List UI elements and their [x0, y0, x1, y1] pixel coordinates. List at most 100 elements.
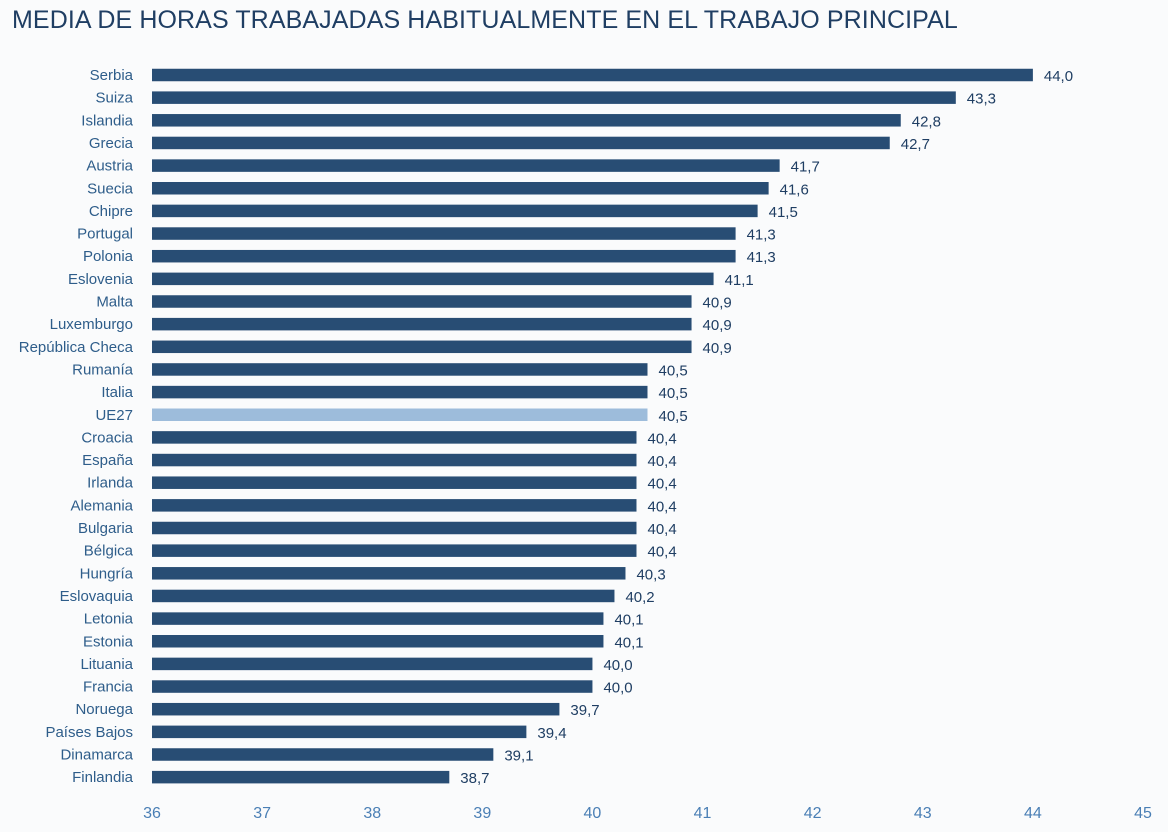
value-label: 40,3 — [636, 566, 665, 583]
x-tick-label: 39 — [473, 805, 491, 822]
value-label: 40,0 — [603, 680, 632, 697]
category-label: Italia — [101, 384, 133, 401]
category-label: Finlandia — [72, 769, 134, 786]
category-label: Eslovaquia — [60, 588, 134, 605]
category-label: España — [82, 452, 134, 469]
bar — [152, 544, 637, 557]
value-label: 40,1 — [614, 634, 643, 651]
category-label: Suiza — [95, 90, 133, 107]
category-label: Bélgica — [84, 543, 134, 560]
bar — [152, 114, 901, 127]
value-label: 42,7 — [901, 136, 930, 153]
category-label: Irlanda — [87, 475, 134, 492]
category-label: Rumanía — [72, 361, 134, 378]
bar — [152, 317, 692, 331]
x-tick-label: 45 — [1134, 805, 1152, 822]
value-label: 39,1 — [504, 748, 533, 765]
chart-title: MEDIA DE HORAS TRABAJADAS HABITUALMENTE … — [12, 6, 958, 34]
bar — [152, 363, 648, 376]
value-label: 40,9 — [703, 317, 732, 334]
bar — [152, 431, 637, 444]
value-label: 40,5 — [659, 385, 688, 402]
bar — [152, 91, 956, 104]
value-label: 41,3 — [747, 249, 776, 266]
value-label: 44,0 — [1044, 68, 1073, 85]
category-label: Noruega — [75, 701, 133, 718]
x-tick-label: 40 — [584, 805, 602, 822]
bar — [152, 295, 692, 308]
bar — [152, 249, 736, 263]
category-label: Estonia — [83, 633, 134, 650]
bar — [152, 589, 615, 603]
category-label: Luxemburgo — [50, 316, 133, 333]
category-label: Polonia — [83, 248, 134, 265]
value-label: 41,5 — [769, 204, 798, 221]
category-label: Países Bajos — [45, 724, 133, 741]
value-label: 41,3 — [747, 227, 776, 244]
bar — [152, 136, 890, 150]
bar — [152, 748, 494, 761]
category-label: Eslovenia — [68, 271, 134, 288]
value-label: 39,4 — [537, 725, 566, 742]
value-label: 41,1 — [725, 272, 754, 289]
value-label: 42,8 — [912, 113, 941, 130]
bar — [152, 204, 758, 218]
bar — [152, 680, 593, 693]
category-label: Bulgaria — [78, 520, 134, 537]
category-label: Dinamarca — [60, 747, 133, 764]
x-tick-label: 44 — [1024, 805, 1042, 822]
value-label: 40,9 — [703, 295, 732, 312]
value-label: 41,7 — [791, 159, 820, 176]
category-label: Malta — [96, 294, 133, 311]
category-label: Croacia — [81, 429, 133, 446]
category-label: Suecia — [87, 180, 134, 197]
bar — [152, 612, 604, 625]
value-label: 39,7 — [570, 702, 599, 719]
bar — [152, 770, 450, 784]
bar — [152, 385, 648, 399]
bar — [152, 182, 769, 195]
bar — [152, 635, 604, 648]
bar — [152, 340, 692, 354]
category-label: Islandia — [81, 112, 133, 129]
value-label: 40,4 — [647, 521, 676, 538]
bar — [152, 657, 593, 671]
x-tick-label: 38 — [363, 805, 381, 822]
value-label: 40,5 — [659, 362, 688, 379]
bar — [152, 567, 626, 580]
bar — [152, 476, 637, 489]
value-label: 41,6 — [780, 181, 809, 198]
category-label: Letonia — [84, 611, 134, 628]
bar — [152, 702, 560, 716]
bar — [152, 521, 637, 535]
category-label: Hungría — [80, 565, 134, 582]
category-label: Francia — [83, 679, 134, 696]
value-label: 40,1 — [614, 612, 643, 629]
value-label: 40,9 — [703, 340, 732, 357]
bar — [152, 159, 780, 172]
category-label: Grecia — [89, 135, 134, 152]
value-label: 40,4 — [647, 476, 676, 493]
category-label: Portugal — [77, 226, 133, 243]
category-label: UE27 — [95, 407, 133, 424]
x-tick-label: 42 — [804, 805, 822, 822]
bar — [152, 499, 637, 512]
value-label: 38,7 — [460, 770, 489, 787]
bar-highlight — [152, 408, 648, 421]
category-label: Austria — [86, 158, 133, 175]
category-label: Chipre — [89, 203, 133, 220]
category-label: Lituania — [80, 656, 133, 673]
category-label: República Checa — [19, 339, 134, 356]
bar — [152, 453, 637, 467]
bar — [152, 68, 1033, 82]
bar — [152, 272, 714, 286]
value-label: 43,3 — [967, 91, 996, 108]
x-tick-label: 41 — [694, 805, 712, 822]
value-label: 40,2 — [625, 589, 654, 606]
category-label: Serbia — [90, 67, 134, 84]
x-tick-label: 36 — [143, 805, 161, 822]
category-label: Alemania — [70, 497, 133, 514]
x-tick-label: 43 — [914, 805, 932, 822]
